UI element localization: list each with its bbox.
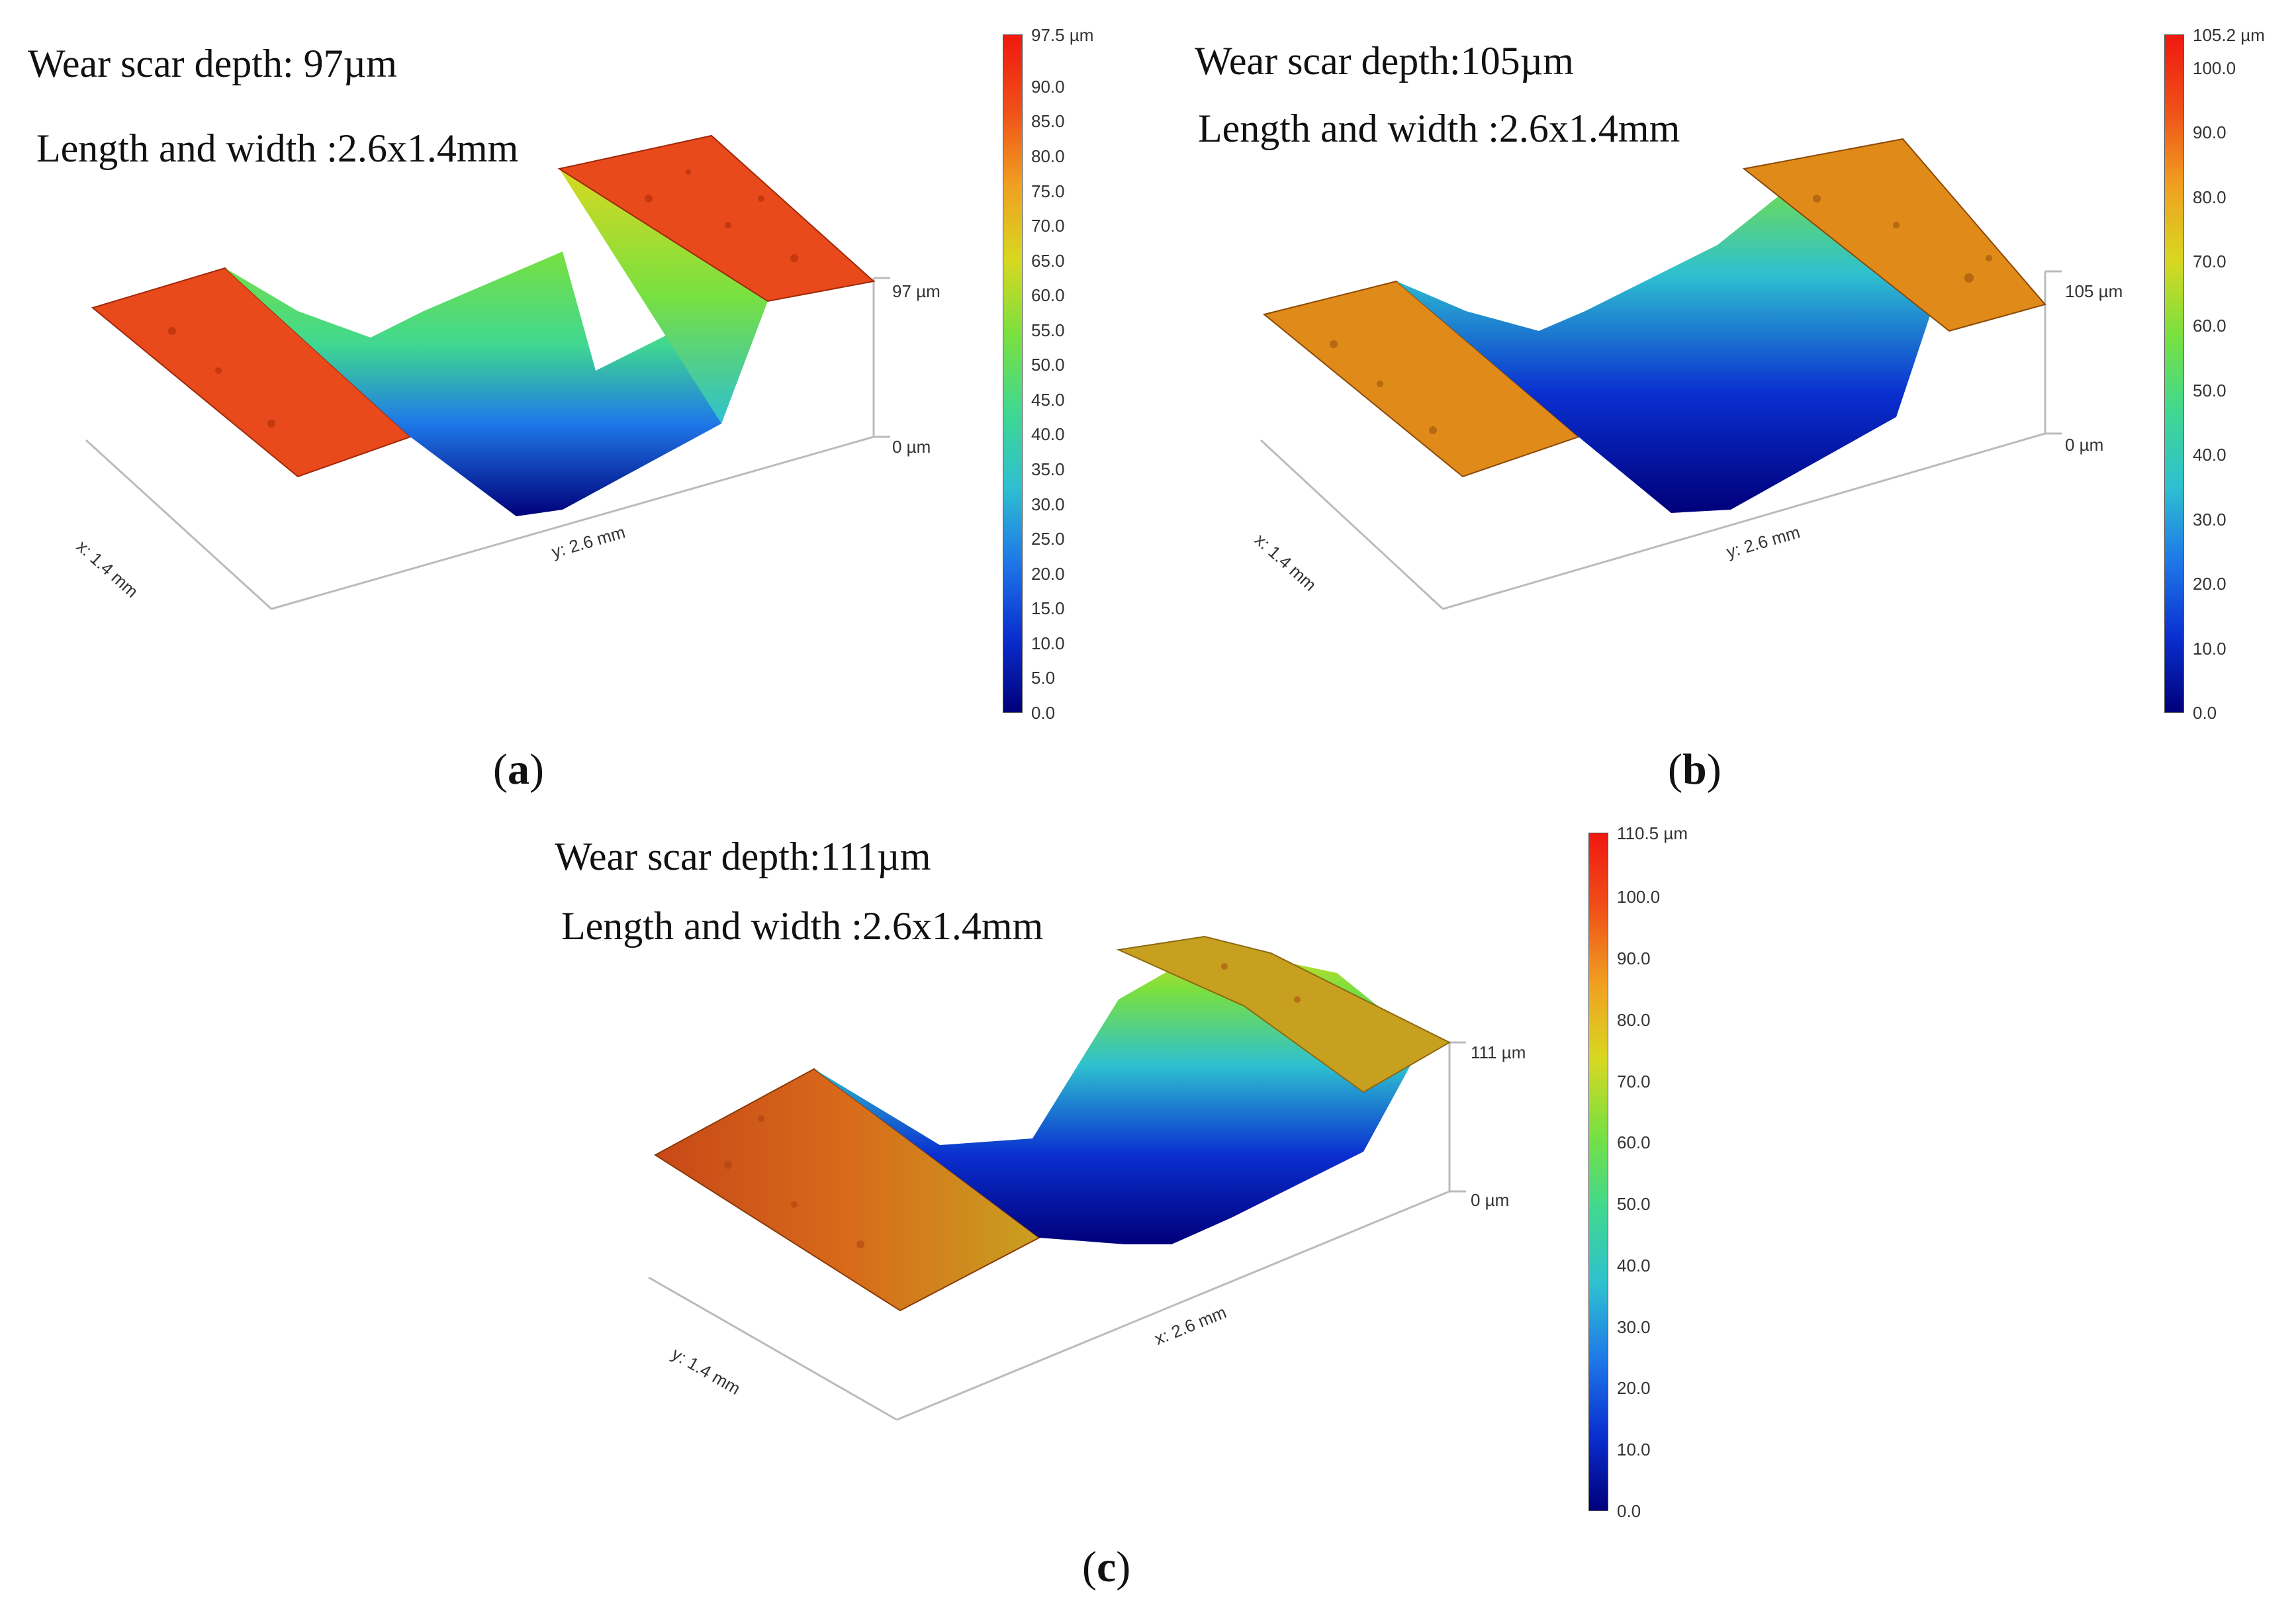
colorbar-tick-a: 75.0 xyxy=(1031,181,1065,201)
caption-close-b: ) xyxy=(1706,745,1722,794)
colorbar-tick-c: 0.0 xyxy=(1617,1501,1641,1521)
colorbar-tick-a: 5.0 xyxy=(1031,668,1056,688)
panel-a: Wear scar depth: 97µm Length and width :… xyxy=(0,0,1148,808)
colorbar-tick-a: 30.0 xyxy=(1031,494,1065,514)
caption-c: (c) xyxy=(1082,1542,1130,1592)
colorbar-tick-a: 70.0 xyxy=(1031,216,1065,236)
colorbar-tick-c: 30.0 xyxy=(1617,1316,1651,1337)
colorbar-tick-a: 45.0 xyxy=(1031,389,1065,410)
colorbar-tick-c: 40.0 xyxy=(1617,1255,1651,1275)
groove-b xyxy=(1397,172,1943,513)
z-top-label-a: 97 µm xyxy=(892,281,941,301)
z-top-label-c: 111 µm xyxy=(1471,1042,1526,1062)
panel-b: Wear scar depth:105µm Length and width :… xyxy=(1148,0,2296,808)
depth-text-a: Wear scar depth: 97µm xyxy=(28,42,397,85)
z-bottom-label-a: 0 µm xyxy=(892,437,931,457)
colorbar-tick-c: 90.0 xyxy=(1617,948,1651,969)
surface-plot-b xyxy=(1260,138,2062,610)
colorbar-tick-a: 60.0 xyxy=(1031,285,1065,306)
caption-letter-b: b xyxy=(1682,745,1707,794)
colorbar-tick-b: 100.0 xyxy=(2193,58,2236,78)
colorbar-tick-a: 55.0 xyxy=(1031,320,1065,340)
colorbar-tick-a: 40.0 xyxy=(1031,424,1065,445)
colorbar-tick-b: 70.0 xyxy=(2193,251,2227,271)
colorbar-tick-b: 60.0 xyxy=(2193,316,2227,336)
colorbar-tick-c: 20.0 xyxy=(1617,1378,1651,1399)
z-top-label-b: 105 µm xyxy=(2065,281,2123,301)
plateau-right-c xyxy=(1116,935,1451,1093)
caption-b: (b) xyxy=(1668,745,1722,795)
colorbar-tick-b: 50.0 xyxy=(2193,380,2227,400)
colorbar-tick-a: 35.0 xyxy=(1031,459,1065,480)
colorbar-tick-a: 90.0 xyxy=(1031,76,1065,97)
size-text-b: Length and width :2.6x1.4mm xyxy=(1198,107,1680,150)
colorbar-tick-c: 10.0 xyxy=(1617,1440,1651,1460)
surface-plot-c xyxy=(648,935,1466,1421)
caption-open-c: ( xyxy=(1082,1543,1097,1591)
caption-letter-c: c xyxy=(1096,1543,1117,1591)
plateau-right-b xyxy=(1742,138,2046,332)
z-bottom-label-c: 0 µm xyxy=(1471,1190,1510,1210)
colorbar-tick-c: 70.0 xyxy=(1617,1071,1651,1091)
colorbar-tick-b: 20.0 xyxy=(2193,574,2227,594)
colorbar-tick-a: 80.0 xyxy=(1031,146,1065,166)
depth-text-c: Wear scar depth:111µm xyxy=(555,835,931,878)
panel-c: Wear scar depth:111µm Length and width :… xyxy=(0,808,2296,1615)
colorbar-tick-a: 20.0 xyxy=(1031,563,1065,584)
colorbar-tick-a: 25.0 xyxy=(1031,529,1065,549)
colorbar-tick-a: 65.0 xyxy=(1031,250,1065,271)
colorbar-tick-a: 15.0 xyxy=(1031,598,1065,619)
colorbar-max-label-c: 110.5 µm xyxy=(1617,823,1688,843)
colorbar-tick-c: 80.0 xyxy=(1617,1009,1651,1030)
colorbar-b xyxy=(2164,34,2184,713)
colorbar-tick-b: 0.0 xyxy=(2193,703,2217,723)
colorbar-tick-c: 60.0 xyxy=(1617,1132,1651,1153)
colorbar-c xyxy=(1588,833,1608,1511)
groove-wall-a xyxy=(559,169,768,424)
colorbar-max-label-b: 105.2 µm xyxy=(2193,25,2265,45)
colorbar-tick-c: 50.0 xyxy=(1617,1194,1651,1215)
caption-a: (a) xyxy=(493,745,544,795)
colorbar-max-label-a: 97.5 µm xyxy=(1031,25,1094,45)
colorbar-tick-a: 10.0 xyxy=(1031,633,1065,653)
colorbar-tick-b: 30.0 xyxy=(2193,509,2227,530)
colorbar-tick-a: 85.0 xyxy=(1031,111,1065,132)
caption-open-a: ( xyxy=(493,745,508,794)
colorbar-tick-b: 90.0 xyxy=(2193,122,2227,143)
colorbar-tick-b: 40.0 xyxy=(2193,445,2227,465)
colorbar-a xyxy=(1003,34,1023,713)
caption-letter-a: a xyxy=(507,745,529,794)
groove-a xyxy=(225,252,741,516)
caption-open-b: ( xyxy=(1668,745,1682,794)
z-bottom-label-b: 0 µm xyxy=(2065,435,2104,455)
colorbar-tick-a: 0.0 xyxy=(1031,703,1056,723)
depth-text-b: Wear scar depth:105µm xyxy=(1195,39,1574,83)
surface-plot-a xyxy=(85,134,890,610)
colorbar-tick-b: 80.0 xyxy=(2193,187,2227,207)
colorbar-tick-a: 50.0 xyxy=(1031,355,1065,375)
size-text-a: Length and width :2.6x1.4mm xyxy=(36,126,519,170)
caption-close-a: ) xyxy=(529,745,544,794)
colorbar-tick-c: 100.0 xyxy=(1617,887,1661,907)
size-text-c: Length and width :2.6x1.4mm xyxy=(561,904,1044,948)
caption-close-c: ) xyxy=(1116,1543,1131,1591)
colorbar-tick-b: 10.0 xyxy=(2193,638,2227,659)
